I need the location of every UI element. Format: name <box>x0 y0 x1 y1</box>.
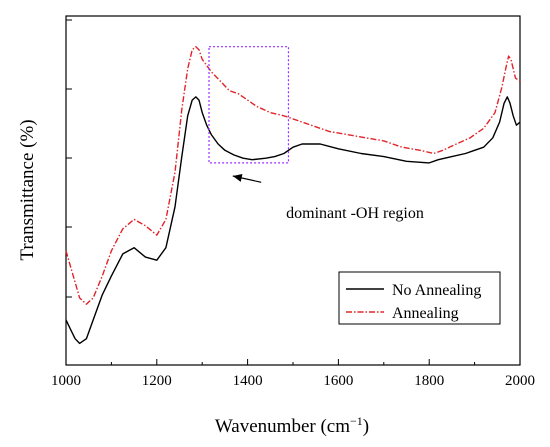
legend-label-annealing: Annealing <box>392 305 459 322</box>
y-axis-title: Transmittance (%) <box>17 119 38 260</box>
x-tick-label: 1000 <box>51 373 81 389</box>
legend: No Annealing Annealing <box>338 271 501 325</box>
axis-ticks: 1000 1200 1400 1600 1800 2000 <box>51 19 535 389</box>
series-lines <box>65 46 521 345</box>
x-axis-title: Wavenumber (cm−1) <box>215 414 369 437</box>
x-tick-label: 2000 <box>505 373 535 389</box>
series-line-no-annealing <box>65 96 521 345</box>
legend-box <box>338 271 501 325</box>
x-tick-label: 1800 <box>414 373 444 389</box>
x-tick-label: 1200 <box>142 373 172 389</box>
x-tick-label: 1400 <box>233 373 263 389</box>
oh-region-box <box>208 46 290 164</box>
annotation-arrow-head <box>232 174 243 182</box>
annotation <box>208 46 290 183</box>
x-tick-label: 1600 <box>323 373 353 389</box>
annotation-label: dominant -OH region <box>286 205 424 222</box>
legend-label-no-annealing: No Annealing <box>392 282 481 299</box>
series-line-annealing <box>65 46 521 305</box>
